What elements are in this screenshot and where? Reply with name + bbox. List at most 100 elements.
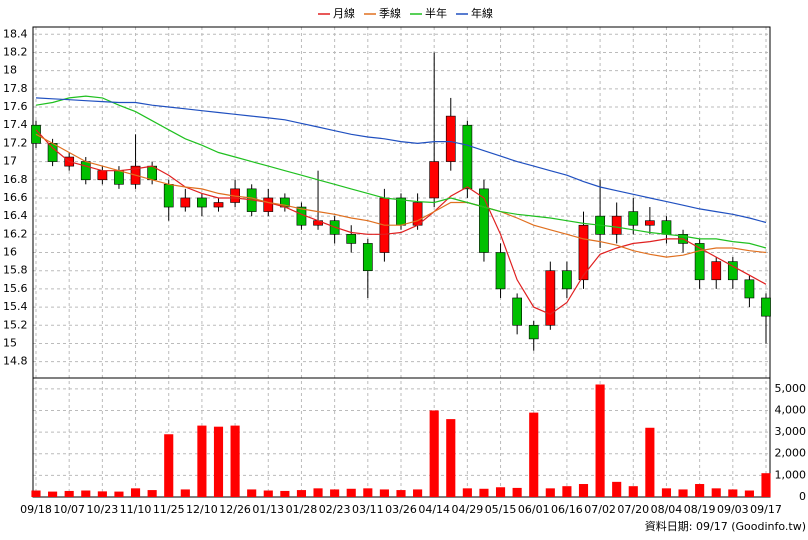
volume-bar <box>147 490 157 497</box>
volume-bar <box>114 491 124 497</box>
y2-tick-label: 3,000 <box>775 425 807 438</box>
ma-line <box>35 97 767 224</box>
volume-bar <box>429 410 439 497</box>
candle-body <box>744 279 755 299</box>
legend-label: 月線 <box>333 6 355 20</box>
ma-line <box>35 95 767 249</box>
volume-bar <box>612 481 622 497</box>
candle-body <box>346 234 357 244</box>
volume-bar <box>645 427 655 497</box>
x-tick-label: 12/10 <box>186 503 218 516</box>
candle-body <box>528 324 539 340</box>
y2-tick-label: 4,000 <box>775 403 807 416</box>
x-tick-label: 04/29 <box>452 503 484 516</box>
volume-bar <box>313 488 323 497</box>
y-tick-label: 15.8 <box>3 264 28 277</box>
candle-body <box>727 261 738 281</box>
y2-tick-label: 0 <box>799 490 806 503</box>
candle-body <box>578 224 589 281</box>
x-tick-label: 09/03 <box>717 503 749 516</box>
x-tick-label: 09/18 <box>20 503 52 516</box>
volume-bar <box>396 490 406 497</box>
volume-bar <box>479 488 489 497</box>
y-tick-label: 16 <box>3 246 17 259</box>
candle-body <box>645 220 655 226</box>
volume-bar <box>595 384 605 497</box>
y-tick-label: 16.8 <box>3 173 28 186</box>
candle-body <box>362 243 373 271</box>
volume-bar <box>180 489 190 497</box>
candle-body <box>545 270 556 326</box>
x-tick-label: 12/26 <box>219 503 251 516</box>
candle-body <box>562 270 572 290</box>
volume-bar <box>280 490 290 497</box>
volume-bar <box>728 489 738 497</box>
candle-body <box>396 197 406 226</box>
candle-body <box>197 197 207 208</box>
y-tick-label: 18.2 <box>3 45 28 58</box>
x-tick-label: 05/15 <box>485 503 517 516</box>
x-tick-label: 06/01 <box>518 503 550 516</box>
volume-bar <box>296 490 307 497</box>
volume-bar <box>413 489 423 497</box>
y2-tick-label: 2,000 <box>775 447 807 460</box>
volume-bar <box>363 488 373 497</box>
x-tick-label: 02/23 <box>319 503 351 516</box>
y-tick-label: 15.6 <box>3 282 28 295</box>
candle-body <box>628 211 639 226</box>
volume-bar <box>230 425 240 497</box>
candle-body <box>180 197 191 208</box>
y-tick-label: 16.2 <box>3 227 28 240</box>
footer: 資料日期: 09/17 (Goodinfo.tw) <box>645 519 806 533</box>
volume-bar <box>562 486 572 497</box>
volume-bar <box>247 489 257 497</box>
x-tick-label: 10/07 <box>53 503 85 516</box>
candle-body <box>114 170 124 185</box>
legend-label: 季線 <box>379 6 401 20</box>
volume-bar <box>578 484 589 497</box>
volume-bar <box>761 473 771 497</box>
candle-body <box>761 297 771 317</box>
volume-bar <box>48 491 58 497</box>
x-tick-label: 04/14 <box>418 503 450 516</box>
volume-bar <box>744 490 754 497</box>
candle-body <box>80 161 91 181</box>
volume-bar <box>197 425 207 497</box>
candle-body <box>263 197 274 212</box>
volume-bar <box>628 486 638 497</box>
candle-body <box>47 143 58 162</box>
volume-bar <box>545 488 555 497</box>
candle-body <box>97 170 108 181</box>
y-tick-label: 17 <box>3 155 17 168</box>
x-tick-label: 07/20 <box>617 503 649 516</box>
legend-label: 半年 <box>425 6 447 20</box>
y2-tick-label: 5,000 <box>775 382 807 395</box>
volume-bar <box>379 489 389 497</box>
volume-bar <box>661 488 672 497</box>
x-tick-label: 01/13 <box>252 503 284 516</box>
x-tick-label: 01/28 <box>286 503 318 516</box>
candle-body <box>163 184 174 208</box>
y-tick-label: 16.6 <box>3 191 28 204</box>
candle-body <box>213 202 224 208</box>
volume-bar <box>529 412 539 497</box>
candle-body <box>512 297 522 326</box>
volume-bar <box>695 484 705 497</box>
volume-bar <box>711 488 721 497</box>
y-tick-label: 17.4 <box>3 118 28 131</box>
candle-body <box>445 115 456 162</box>
x-tick-label: 07/02 <box>584 503 616 516</box>
ma-line <box>35 129 767 315</box>
x-tick-label: 06/16 <box>551 503 583 516</box>
x-tick-label: 11/25 <box>153 503 185 516</box>
x-tick-label: 08/19 <box>684 503 716 516</box>
y2-tick-label: 1,000 <box>775 468 807 481</box>
x-tick-label: 03/11 <box>352 503 384 516</box>
candle-body <box>462 124 473 190</box>
y-tick-label: 17.8 <box>3 82 28 95</box>
y-tick-label: 17.2 <box>3 136 28 149</box>
y-tick-label: 15 <box>3 336 17 349</box>
y-tick-label: 16.4 <box>3 209 28 222</box>
